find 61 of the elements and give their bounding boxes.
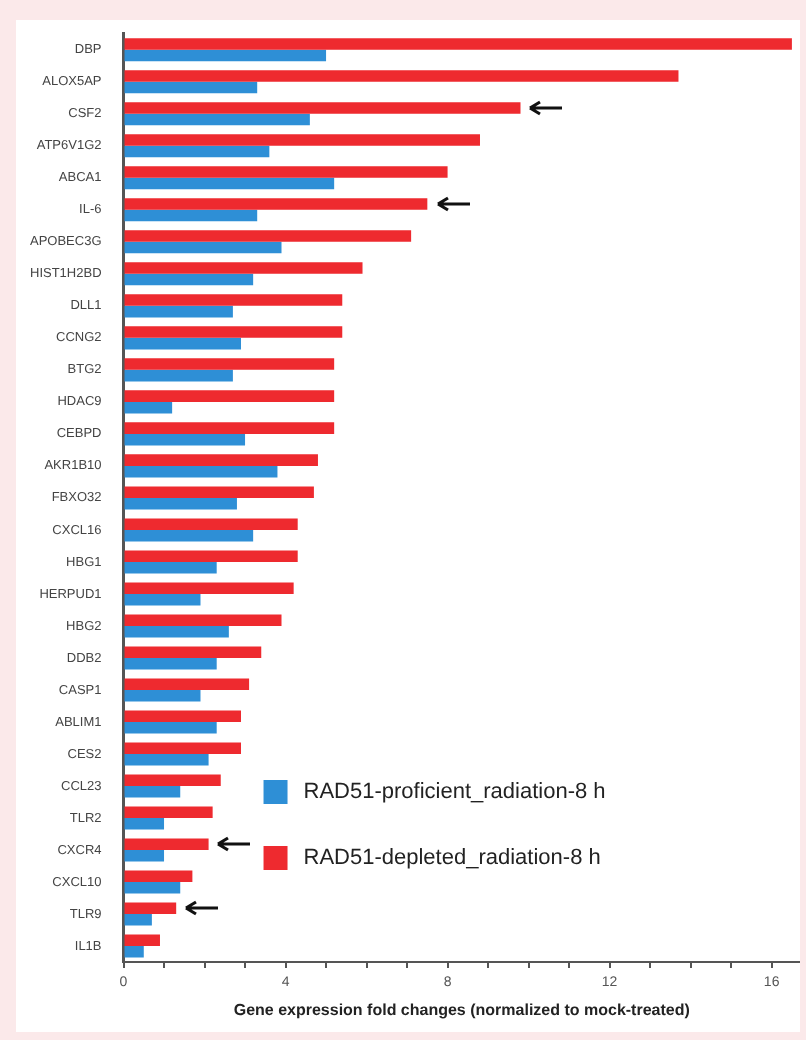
bar xyxy=(124,646,262,658)
bar xyxy=(124,433,246,446)
bar xyxy=(124,550,298,562)
bar xyxy=(124,838,209,850)
bar xyxy=(124,497,237,510)
bar xyxy=(124,198,428,210)
bar xyxy=(124,401,173,414)
bar xyxy=(124,38,792,50)
bar xyxy=(124,145,270,158)
bar xyxy=(124,561,217,574)
bar xyxy=(124,849,165,862)
bar xyxy=(124,678,250,690)
bar xyxy=(124,465,278,478)
bar xyxy=(124,486,314,498)
bar xyxy=(124,870,193,882)
bar xyxy=(124,454,318,466)
bar xyxy=(124,881,181,894)
bar xyxy=(124,913,152,926)
x-axis-title: Gene expression fold changes (normalized to mock-treated) xyxy=(233,1000,691,1019)
bar xyxy=(124,518,298,530)
bar xyxy=(124,689,201,702)
bar xyxy=(124,294,343,306)
bar xyxy=(124,710,241,722)
legend-label: RAD51-proficient_radiation-8 h xyxy=(303,780,606,805)
bar xyxy=(124,134,480,146)
bar xyxy=(124,625,229,638)
bar xyxy=(124,273,254,286)
bar xyxy=(124,806,213,818)
bar xyxy=(124,305,233,318)
bar xyxy=(124,390,335,402)
bar xyxy=(124,902,177,914)
bar xyxy=(124,721,217,734)
bar xyxy=(124,262,363,274)
bar xyxy=(124,102,521,114)
bar xyxy=(124,177,335,190)
bar xyxy=(124,593,201,606)
bar xyxy=(124,166,448,178)
bar xyxy=(124,817,165,830)
bar xyxy=(124,657,217,670)
bar xyxy=(124,529,254,542)
bar xyxy=(124,113,310,126)
bar xyxy=(124,369,233,382)
bar xyxy=(124,230,412,242)
bar xyxy=(124,753,209,766)
bar xyxy=(124,934,160,946)
bar xyxy=(124,70,679,82)
bar xyxy=(124,337,241,350)
bar xyxy=(124,81,258,94)
bar xyxy=(124,209,258,222)
bar xyxy=(124,582,294,594)
bar xyxy=(124,614,282,626)
bar xyxy=(124,742,241,754)
bar xyxy=(124,326,343,338)
legend-label: RAD51-depleted_radiation-8 h xyxy=(303,846,601,871)
bar xyxy=(124,49,327,62)
bar xyxy=(124,774,221,786)
bar xyxy=(124,241,282,254)
bar xyxy=(124,946,144,958)
bar xyxy=(124,785,181,798)
bar xyxy=(124,422,335,434)
bar xyxy=(124,358,335,370)
